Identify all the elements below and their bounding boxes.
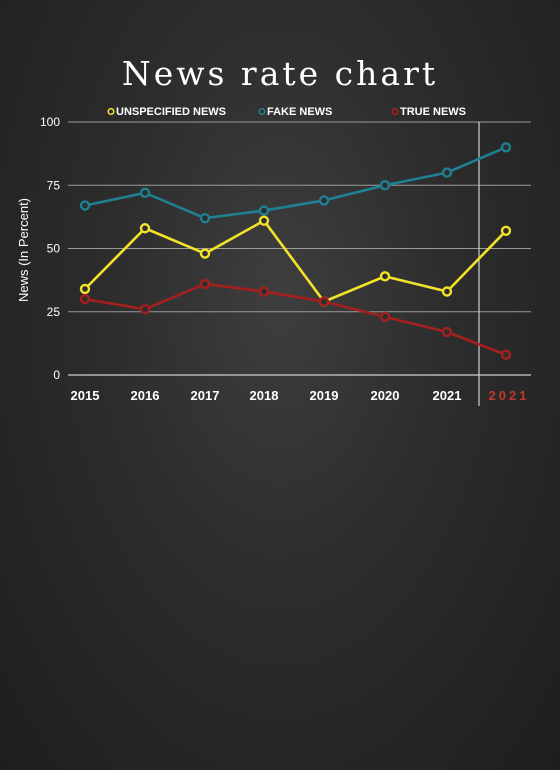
x-tick-label: 2015 [71, 388, 100, 403]
data-point [441, 326, 453, 338]
series-line [84, 219, 507, 303]
data-point [199, 248, 211, 259]
y-tick-label: 25 [47, 305, 61, 319]
data-point [379, 311, 391, 323]
x-tick-label: 2016 [131, 388, 160, 403]
data-point [500, 349, 512, 360]
data-point [79, 283, 91, 295]
x-tick-label: 2019 [310, 388, 339, 403]
data-point [441, 286, 453, 297]
legend: UNSPECIFIED NEWS FAKE NEWS TRUE NEWS [107, 106, 466, 118]
series-line [84, 282, 507, 356]
legend-label: UNSPECIFIED NEWS [116, 106, 226, 118]
data-point [139, 223, 151, 234]
data-point [199, 278, 211, 290]
x-tick-label: 2020 [371, 388, 400, 403]
x-tick-label: 2021 [433, 388, 462, 403]
data-point [379, 271, 391, 282]
legend-label: TRUE NEWS [400, 106, 466, 118]
legend-label: FAKE NEWS [267, 106, 332, 118]
data-point [258, 205, 270, 216]
y-tick-label: 50 [47, 242, 61, 256]
series-group [79, 142, 512, 360]
y-axis-label: News (In Percent) [16, 198, 31, 302]
y-tick-label: 75 [47, 178, 61, 192]
legend-marker [391, 107, 399, 116]
data-point [258, 286, 270, 297]
data-point [258, 215, 270, 226]
legend-marker [107, 107, 115, 116]
data-point [379, 180, 391, 191]
series-fake-news [79, 142, 512, 224]
chart-title: News rate chart [122, 54, 438, 93]
data-point [199, 212, 211, 224]
series-true-news [79, 278, 512, 360]
legend-item: TRUE NEWS [391, 106, 466, 118]
series-line [84, 146, 507, 220]
y-axis-ticks: 0 25 50 75 100 [40, 115, 60, 382]
data-point [79, 293, 91, 305]
y-tick-label: 0 [53, 368, 60, 382]
series-unspecified-news [79, 215, 512, 307]
legend-item: FAKE NEWS [258, 106, 332, 118]
x-tick-label: 2018 [250, 388, 279, 403]
data-point [500, 142, 512, 153]
x-tick-label-highlight: 2021 [489, 388, 530, 403]
data-point [79, 200, 91, 211]
legend-item: UNSPECIFIED NEWS [107, 106, 226, 118]
legend-marker [258, 107, 266, 116]
x-axis-ticks: 2015 2016 2017 2018 2019 2020 2021 2021 [71, 388, 530, 403]
data-point [139, 187, 151, 199]
grid-lines [68, 121, 531, 406]
data-point [500, 225, 512, 236]
data-point [318, 195, 330, 206]
data-point [318, 296, 330, 307]
y-tick-label: 100 [40, 115, 60, 129]
data-point [139, 304, 151, 315]
x-tick-label: 2017 [191, 388, 220, 403]
data-point [441, 167, 453, 178]
